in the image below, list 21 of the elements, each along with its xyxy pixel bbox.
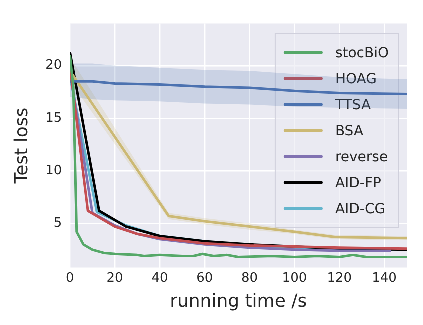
x-axis-title: running time /s [170, 290, 308, 312]
y-tick-label: 5 [54, 216, 62, 232]
legend-label: reverse [335, 149, 388, 166]
x-tick-label: 20 [106, 270, 124, 286]
x-tick-label: 140 [372, 270, 397, 286]
legend-label: AID-CG [335, 201, 386, 218]
legend-label: AID-FP [335, 175, 382, 192]
legend-label: stocBiO [335, 45, 390, 62]
x-tick-label: 120 [327, 270, 352, 286]
y-tick-label: 15 [46, 110, 62, 126]
x-tick-label: 60 [196, 270, 214, 286]
y-tick-label: 10 [46, 163, 62, 178]
legend-label: HOAG [335, 71, 377, 88]
x-tick-label: 0 [66, 270, 74, 286]
x-tick-label: 40 [152, 270, 168, 286]
y-tick-label: 20 [46, 58, 62, 74]
legend-label: BSA [335, 123, 364, 140]
y-axis-title: Test loss [11, 108, 32, 185]
x-tick-label: 80 [242, 270, 258, 286]
legend-label: TTSA [334, 97, 372, 114]
x-tick-label: 100 [282, 270, 308, 286]
